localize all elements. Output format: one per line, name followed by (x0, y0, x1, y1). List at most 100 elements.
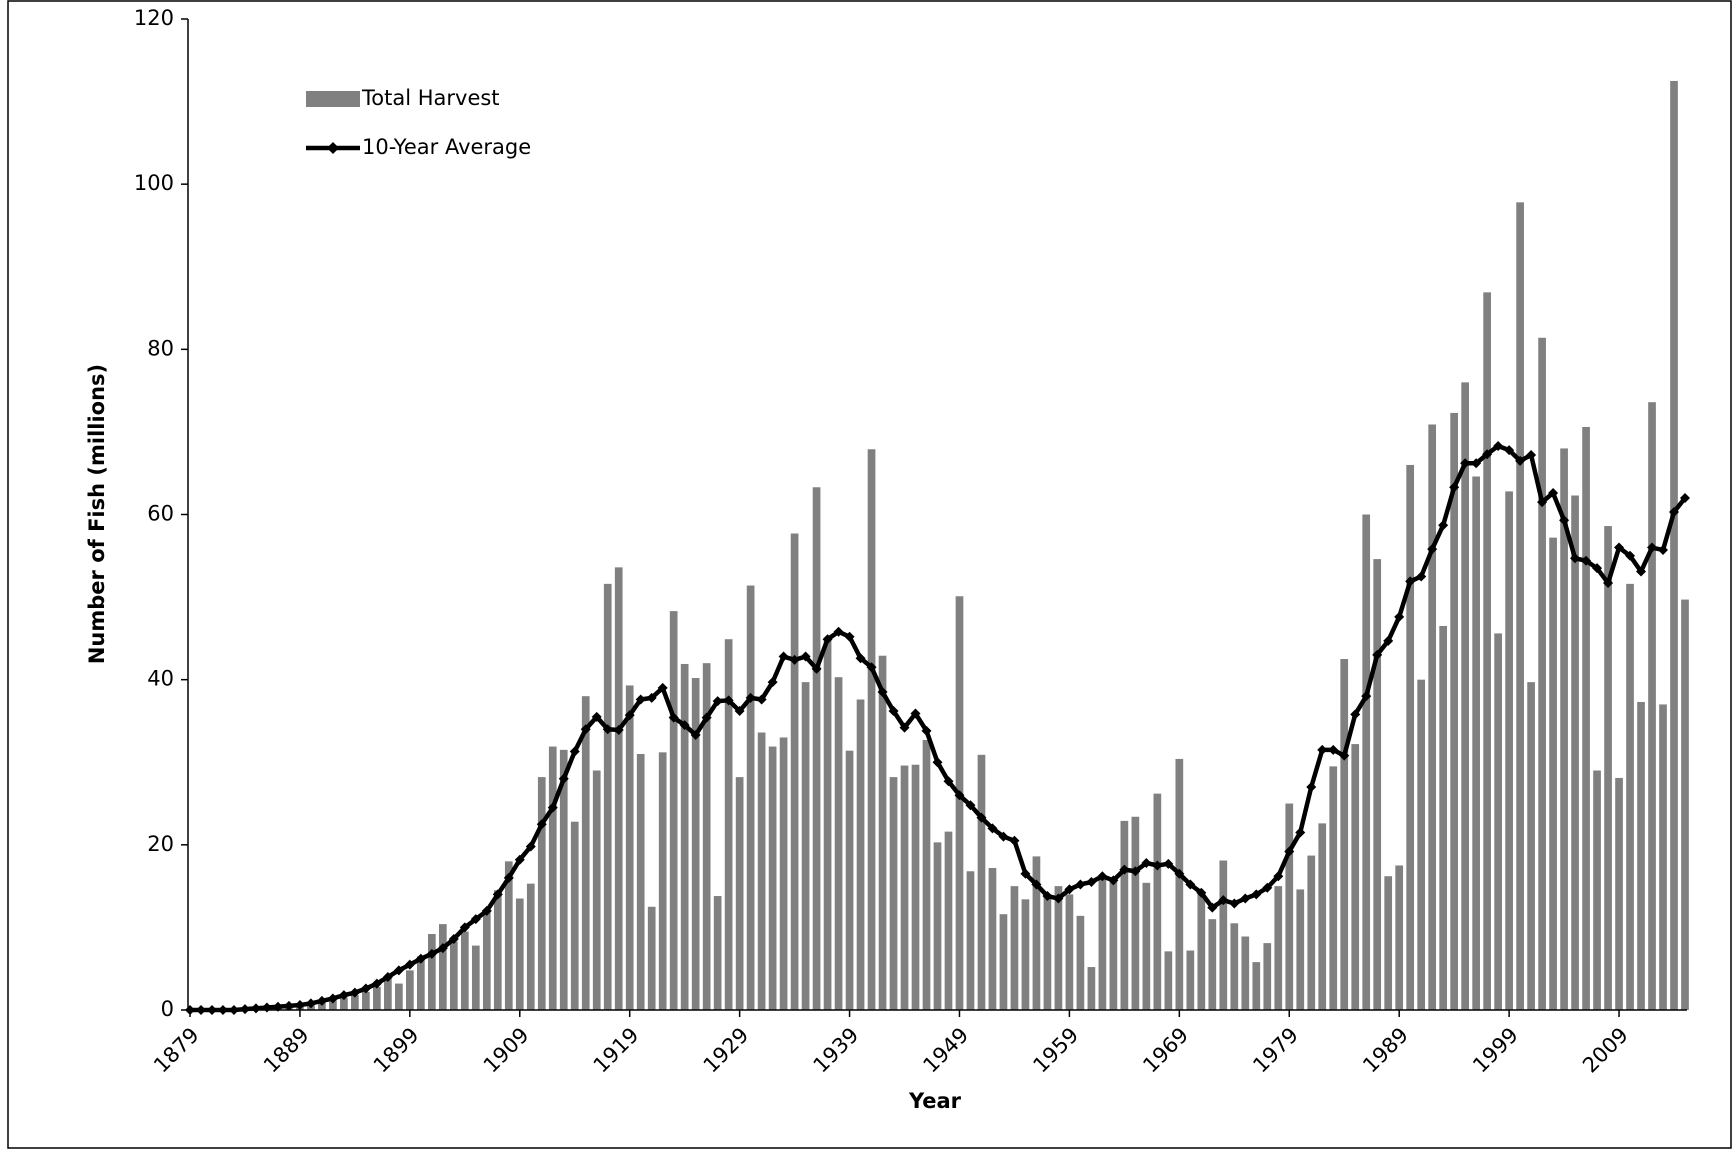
line-marker (1416, 571, 1427, 582)
bar (1505, 491, 1513, 1010)
line-marker (1086, 876, 1097, 887)
bar (493, 890, 502, 1010)
bar (1549, 537, 1557, 1010)
bar (1351, 744, 1360, 1010)
line-marker (943, 776, 954, 787)
line-marker (976, 812, 987, 823)
line-marker (1262, 882, 1273, 893)
x-tick-label: 1989 (1358, 1023, 1413, 1078)
line-marker (734, 706, 745, 717)
line-marker (833, 626, 844, 637)
line-marker (1009, 835, 1020, 846)
line-marker (657, 682, 668, 693)
bar (1384, 876, 1393, 1010)
line-marker (591, 711, 602, 722)
line-marker (1614, 542, 1625, 553)
bar (1263, 943, 1272, 1010)
line-marker (426, 948, 437, 959)
bar (790, 533, 799, 1010)
bar (779, 737, 788, 1010)
line-marker (481, 905, 492, 916)
bar (1604, 526, 1612, 1010)
bar (460, 931, 469, 1010)
line-marker (899, 722, 910, 733)
bar (801, 682, 810, 1010)
line-marker (888, 706, 899, 717)
bar (1450, 412, 1459, 1010)
line-marker (294, 1000, 305, 1011)
y-tick-label: 120 (134, 6, 174, 30)
line-marker (1482, 449, 1493, 460)
chart-frame (7, 0, 1732, 1149)
line-marker (668, 712, 679, 723)
line-marker (1306, 782, 1317, 793)
line-marker (811, 663, 822, 674)
line-marker (1636, 566, 1647, 577)
line-marker (1515, 455, 1526, 466)
line-marker (701, 712, 712, 723)
bar (1197, 894, 1206, 1010)
line-marker (1328, 744, 1339, 755)
line-marker (1493, 440, 1504, 451)
bar (889, 777, 898, 1010)
line-marker (1218, 895, 1229, 906)
line-marker (602, 724, 613, 735)
line-marker (767, 677, 778, 688)
bar (1538, 337, 1546, 1010)
bar (1153, 793, 1162, 1010)
line-marker (1053, 893, 1064, 904)
bar (1241, 936, 1250, 1010)
line-marker (1669, 507, 1680, 518)
line-marker (1570, 553, 1581, 564)
bar (658, 752, 667, 1010)
bar (1395, 865, 1404, 1010)
bar (1318, 823, 1327, 1010)
line-marker (778, 651, 789, 662)
line-marker (723, 695, 734, 706)
line-marker (580, 724, 591, 735)
bar (669, 611, 678, 1010)
bar (1032, 856, 1041, 1010)
bar (1164, 951, 1173, 1010)
bar (1461, 382, 1469, 1010)
line-marker (1526, 450, 1537, 461)
bar (1076, 915, 1085, 1010)
line-marker (382, 971, 393, 982)
bar (1483, 292, 1491, 1010)
x-tick-label: 1999 (1468, 1023, 1523, 1078)
line-marker (1273, 871, 1284, 882)
line-marker (1284, 846, 1295, 857)
x-tick-label: 1969 (1138, 1023, 1193, 1078)
bar (1472, 476, 1480, 1010)
bar (636, 753, 645, 1010)
line-marker (1152, 860, 1163, 871)
line-marker (261, 1002, 272, 1013)
line-marker (349, 987, 360, 998)
bar (559, 749, 568, 1010)
line-marker (1460, 458, 1471, 469)
bar (724, 639, 733, 1010)
y-axis-title: Number of Fish (millions) (85, 364, 109, 664)
line-marker (987, 823, 998, 834)
bar (1296, 889, 1305, 1010)
bar (416, 956, 425, 1010)
line-marker (250, 1003, 261, 1014)
line-marker (800, 651, 811, 662)
line-marker (1031, 879, 1042, 890)
bar (329, 999, 337, 1010)
line-marker (822, 634, 833, 645)
line-marker (514, 854, 525, 865)
bar (351, 995, 359, 1010)
x-tick-label: 1879 (149, 1023, 204, 1078)
bar (406, 970, 414, 1010)
line-marker (1350, 709, 1361, 720)
legend-marker (327, 142, 339, 154)
line-marker (998, 831, 1009, 842)
bar (1417, 679, 1426, 1010)
line-marker (305, 998, 316, 1009)
bar (526, 883, 535, 1010)
line-marker (1559, 515, 1570, 526)
bar (427, 934, 436, 1010)
line-marker (1471, 458, 1482, 469)
line-marker (1405, 576, 1416, 587)
